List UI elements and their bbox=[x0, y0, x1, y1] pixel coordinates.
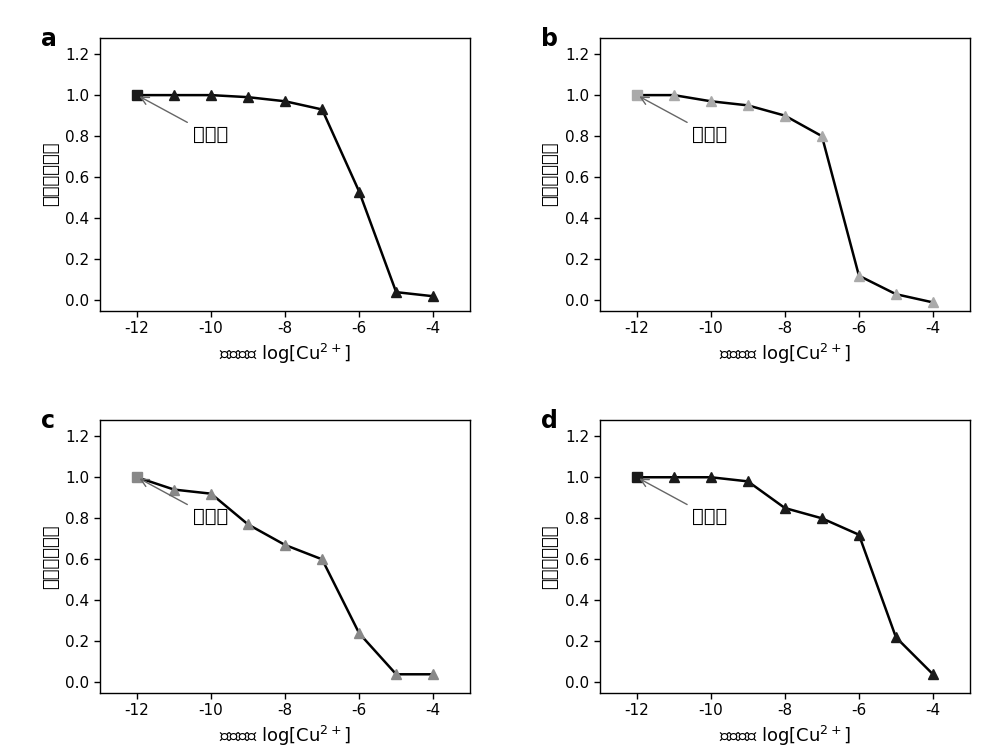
X-axis label: 离子浓度 log[Cu$^{2+}$]: 离子浓度 log[Cu$^{2+}$] bbox=[719, 724, 851, 748]
Text: 无离子: 无离子 bbox=[641, 480, 728, 526]
Text: 无离子: 无离子 bbox=[141, 97, 228, 145]
X-axis label: 离子浓度 log[Cu$^{2+}$]: 离子浓度 log[Cu$^{2+}$] bbox=[219, 724, 351, 748]
Text: a: a bbox=[41, 27, 57, 50]
X-axis label: 离子浓度 log[Cu$^{2+}$]: 离子浓度 log[Cu$^{2+}$] bbox=[719, 342, 851, 366]
Text: 无离子: 无离子 bbox=[141, 480, 228, 526]
Text: c: c bbox=[41, 409, 55, 433]
Text: d: d bbox=[541, 409, 557, 433]
Y-axis label: 相对荧光强度: 相对荧光强度 bbox=[42, 142, 60, 206]
X-axis label: 离子浓度 log[Cu$^{2+}$]: 离子浓度 log[Cu$^{2+}$] bbox=[219, 342, 351, 366]
Y-axis label: 相对荧光强度: 相对荧光强度 bbox=[542, 524, 560, 589]
Text: 无离子: 无离子 bbox=[641, 97, 728, 145]
Y-axis label: 相对荧光强度: 相对荧光强度 bbox=[42, 524, 60, 589]
Y-axis label: 相对荧光强度: 相对荧光强度 bbox=[542, 142, 560, 206]
Text: b: b bbox=[541, 27, 558, 50]
